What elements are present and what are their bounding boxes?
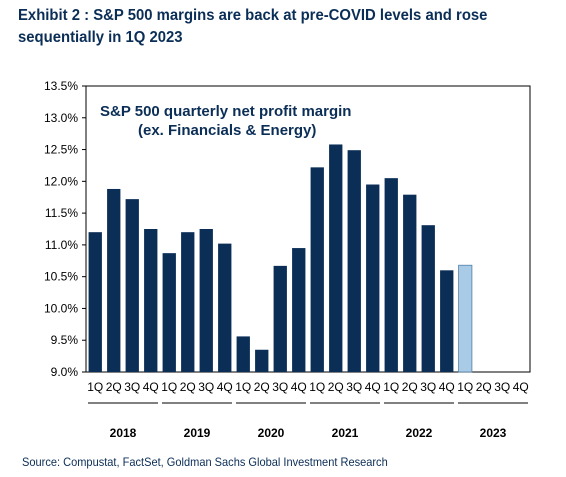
- x-tick-label: 2Q: [402, 380, 418, 394]
- bar: [181, 232, 195, 372]
- year-label: 2019: [184, 426, 211, 440]
- bar: [236, 336, 250, 372]
- x-tick-label: 4Q: [291, 380, 307, 394]
- year-label: 2022: [406, 426, 433, 440]
- bar: [107, 188, 121, 372]
- y-tick-label: 9.0%: [51, 365, 79, 379]
- x-tick-label: 4Q: [365, 380, 381, 394]
- x-tick-label: 1Q: [309, 380, 325, 394]
- x-tick-label: 2Q: [476, 380, 492, 394]
- bar: [255, 349, 269, 372]
- y-tick-label: 10.5%: [44, 270, 78, 284]
- y-tick-label: 12.5%: [44, 143, 78, 157]
- x-tick-label: 3Q: [124, 380, 140, 394]
- x-tick-label: 2Q: [180, 380, 196, 394]
- bar: [144, 229, 158, 372]
- chart-inner-subtitle: (ex. Financials & Energy): [138, 122, 316, 139]
- bar: [347, 150, 361, 372]
- x-tick-label: 3Q: [494, 380, 510, 394]
- x-tick-label: 3Q: [346, 380, 362, 394]
- x-tick-label: 1Q: [235, 380, 251, 394]
- x-tick-label: 4Q: [143, 380, 159, 394]
- bar: [199, 229, 213, 372]
- x-axis-quarter-labels: 1Q 2Q 3Q 4Q 1Q 2Q 3Q 4Q 1Q 2Q 3Q 4Q 1Q 2Q 3Q 4Q 1Q 2Q 3Q 4Q…: [87, 380, 529, 394]
- x-tick-label: 2Q: [254, 380, 270, 394]
- bar: [273, 265, 287, 372]
- bar: [384, 178, 398, 372]
- x-tick-label: 3Q: [420, 380, 436, 394]
- y-tick-label: 11.5%: [45, 206, 78, 220]
- year-label: 2023: [480, 426, 507, 440]
- bar: [421, 225, 435, 372]
- x-tick-label: 1Q: [161, 380, 177, 394]
- y-tick-label: 13.5%: [44, 79, 78, 93]
- chart-inner-title: S&P 500 quarterly net profit margin: [100, 103, 351, 120]
- bar: [403, 194, 417, 372]
- x-tick-label: 3Q: [272, 380, 288, 394]
- x-tick-label: 2Q: [328, 380, 344, 394]
- x-tick-label: 4Q: [513, 380, 529, 394]
- bar: [125, 199, 139, 372]
- y-tick-label: 9.5%: [51, 333, 79, 347]
- year-label: 2021: [332, 426, 359, 440]
- y-tick-label: 12.0%: [44, 174, 78, 188]
- x-tick-label: 4Q: [439, 380, 455, 394]
- x-tick-label: 3Q: [198, 380, 214, 394]
- bar: [162, 253, 176, 372]
- bar-highlight: [458, 264, 473, 373]
- bar: [329, 144, 343, 372]
- bar: [366, 184, 380, 372]
- bar: [88, 232, 102, 372]
- exhibit-title: Exhibit 2 : S&P 500 margins are back at …: [18, 7, 488, 46]
- x-tick-label: 1Q: [383, 380, 399, 394]
- x-axis-year-groups: 2018 2019 2020 2021 2022 2023: [88, 402, 528, 440]
- bar: [310, 167, 324, 372]
- x-tick-label: 1Q: [457, 380, 473, 394]
- source-note: Source: Compustat, FactSet, Goldman Sach…: [22, 455, 388, 469]
- y-axis-ticks: 9.0% 9.5% 10.0% 10.5% 11.0% 11.5% 12.0% 12.5% 13…: [44, 79, 86, 379]
- year-label: 2018: [110, 426, 137, 440]
- y-tick-label: 11.0%: [45, 238, 78, 252]
- bars: [88, 144, 473, 373]
- plot-frame: [85, 85, 531, 373]
- x-tick-label: 2Q: [106, 380, 122, 394]
- bar: [218, 243, 232, 372]
- bar: [440, 270, 454, 372]
- y-tick-label: 10.0%: [44, 301, 78, 315]
- year-label: 2020: [258, 426, 285, 440]
- x-tick-label: 1Q: [87, 380, 103, 394]
- bar: [292, 248, 306, 372]
- y-tick-label: 13.0%: [44, 111, 78, 125]
- x-tick-label: 4Q: [217, 380, 233, 394]
